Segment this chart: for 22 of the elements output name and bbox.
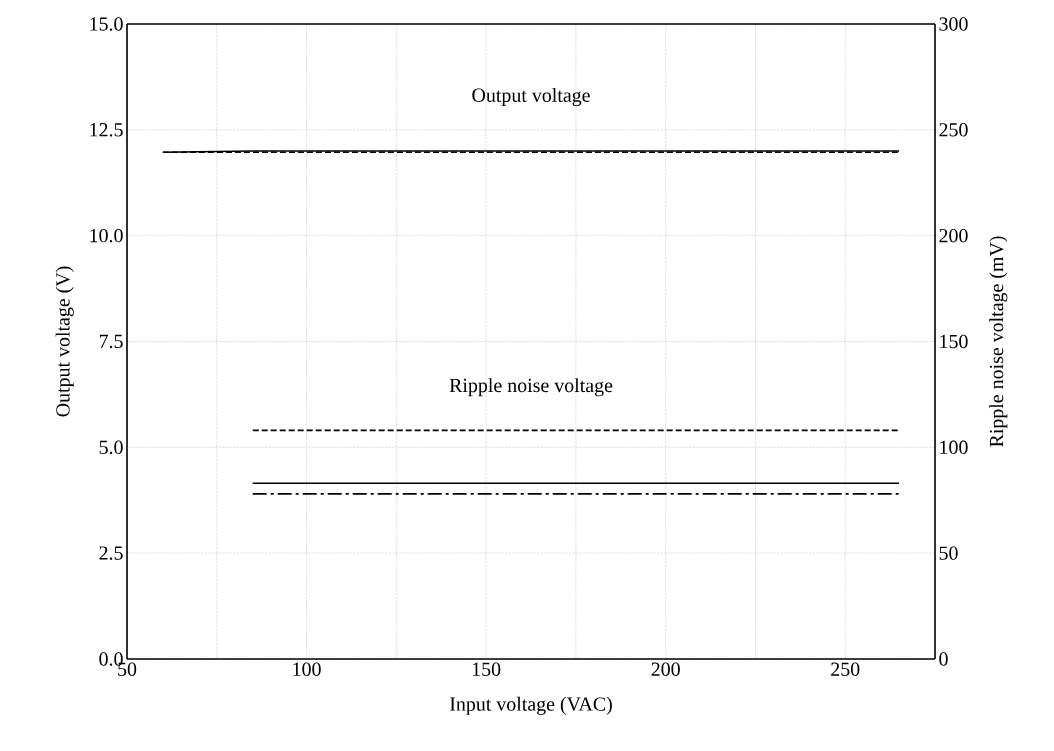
y-tick-label: 2.5	[99, 546, 123, 560]
x-tick-label: 100	[293, 662, 321, 676]
x-tick-label: 150	[472, 662, 501, 676]
y-axis-title: Output voltage (V)	[55, 266, 74, 417]
y-tick-label: 10.0	[90, 228, 123, 243]
y2-axis-title: Ripple noise voltage (mV)	[989, 236, 1008, 447]
y-tick-label: 15.0	[90, 17, 123, 31]
y2-tick-label: 150	[940, 334, 968, 349]
y2-tick-label: 50	[939, 546, 958, 560]
y-tick-label: 5.0	[99, 440, 123, 455]
annotation: Output voltage	[472, 87, 590, 107]
y2-tick-label: 0	[939, 652, 948, 666]
y2-tick-label: 100	[940, 440, 968, 455]
y-tick-label: 12.5	[90, 123, 123, 137]
x-axis-title: Input voltage (VAC)	[450, 696, 612, 715]
y-tick-label: 7.5	[99, 334, 123, 349]
annotation: Ripple noise voltage	[449, 378, 613, 397]
y2-tick-label: 300	[939, 17, 968, 31]
y2-tick-label: 200	[939, 228, 968, 243]
y2-tick-label: 250	[939, 123, 968, 137]
x-tick-label: 200	[651, 662, 680, 676]
x-tick-label: 250	[831, 662, 860, 676]
